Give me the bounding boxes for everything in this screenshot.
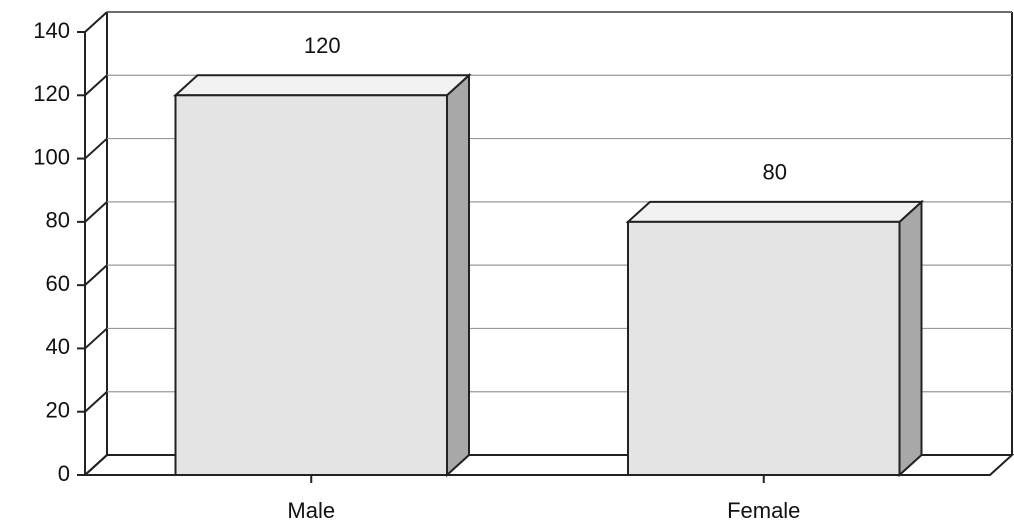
wall-tick xyxy=(84,264,108,286)
bar-side xyxy=(898,199,923,478)
data-label: 120 xyxy=(304,33,341,58)
bar xyxy=(627,220,901,476)
y-tick-label: 120 xyxy=(33,81,70,106)
wall-tick xyxy=(84,390,108,413)
wall-tick xyxy=(84,11,108,33)
wall-tick xyxy=(84,327,108,350)
bar-top xyxy=(625,200,925,223)
y-tick-label: 60 xyxy=(46,271,70,296)
wall-tick xyxy=(84,137,108,160)
y-tick-label: 20 xyxy=(46,398,70,423)
data-label: 80 xyxy=(763,160,787,185)
bar xyxy=(174,94,448,477)
x-tick-label: Female xyxy=(727,498,800,523)
x-tick-label: Male xyxy=(287,498,335,523)
y-tick-label: 40 xyxy=(46,334,70,359)
y-tick-label: 100 xyxy=(33,144,70,169)
bar-side xyxy=(446,73,470,478)
wall-tick xyxy=(84,74,108,97)
y-tick-label: 140 xyxy=(33,18,70,43)
y-tick-label: 0 xyxy=(58,461,70,486)
bar-top xyxy=(172,74,472,97)
y-tick-label: 80 xyxy=(46,208,70,233)
wall-tick xyxy=(84,201,108,223)
